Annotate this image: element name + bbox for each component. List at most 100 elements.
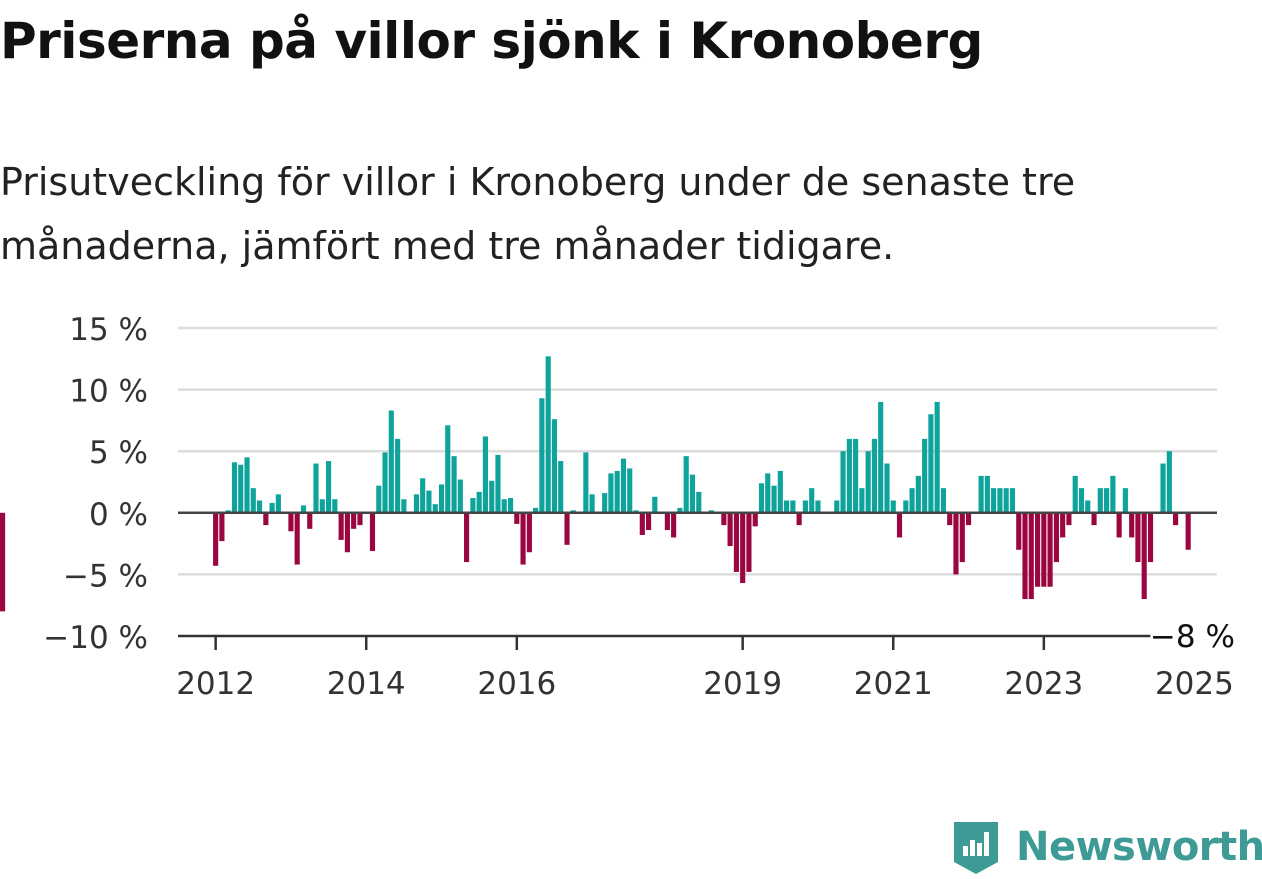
bar <box>664 512 670 531</box>
bar <box>602 493 608 513</box>
bar <box>1053 512 1059 563</box>
bar <box>533 507 539 513</box>
bar <box>495 454 501 513</box>
bar <box>1122 488 1128 513</box>
bar <box>846 438 852 513</box>
bar <box>890 500 896 513</box>
bar <box>1047 512 1053 587</box>
callout-background <box>1150 618 1235 654</box>
newsworthy-logo-icon <box>954 822 998 874</box>
chart-subtitle: Prisutveckling för villor i Kronoberg un… <box>0 160 1076 268</box>
bar <box>369 512 376 551</box>
bar <box>300 505 307 513</box>
bar <box>1141 512 1147 600</box>
bar <box>401 499 407 513</box>
bar <box>959 512 965 563</box>
bar <box>1116 512 1122 538</box>
bar <box>689 474 696 513</box>
bar <box>652 496 658 513</box>
bar <box>219 512 225 542</box>
bar <box>947 512 953 526</box>
bar <box>1147 512 1154 563</box>
bar <box>903 500 909 513</box>
bar <box>382 452 388 513</box>
x-tick-label: 2012 <box>176 666 255 702</box>
bar <box>859 488 865 513</box>
bar <box>1085 500 1091 513</box>
bar <box>884 463 890 513</box>
y-axis-tick-labels: 15 % 10 % 5 % 0 % −5 % −10 % <box>43 312 148 656</box>
bar <box>288 512 294 532</box>
bar <box>332 499 338 513</box>
bar <box>0 512 6 612</box>
bar <box>376 485 382 513</box>
bar <box>250 488 256 513</box>
bar <box>645 512 652 531</box>
bar <box>758 483 765 513</box>
bar <box>319 499 325 513</box>
bar <box>1185 512 1191 550</box>
bar <box>213 512 219 566</box>
bar <box>445 425 451 513</box>
bar <box>765 473 771 513</box>
bar <box>815 500 821 513</box>
bars <box>0 356 1191 612</box>
bar <box>1173 512 1179 526</box>
bar <box>809 488 815 513</box>
x-axis-tick-labels: 2012 2014 2016 2019 2021 2023 2025 <box>176 636 1234 702</box>
bar <box>413 494 420 513</box>
bar <box>451 456 457 513</box>
bar <box>307 512 313 529</box>
bar <box>1166 451 1172 513</box>
x-tick-label: 2014 <box>327 666 406 702</box>
bar <box>1129 512 1135 538</box>
bar <box>558 461 564 513</box>
bar <box>1022 512 1028 600</box>
y-tick-label: 10 % <box>69 374 148 410</box>
bar <box>507 498 514 513</box>
brand-logo: Newsworthy <box>950 818 1262 876</box>
bar <box>231 462 238 513</box>
bar <box>620 458 627 513</box>
bar <box>752 512 758 527</box>
bar <box>1066 512 1072 526</box>
bar <box>733 512 739 572</box>
bar <box>1078 488 1085 513</box>
bar <box>1009 488 1016 513</box>
bar <box>915 475 921 513</box>
bar <box>501 499 507 513</box>
y-tick-label: 0 % <box>89 497 148 533</box>
bar <box>627 468 633 513</box>
callout: −8 % <box>1150 618 1235 655</box>
bar <box>871 438 878 513</box>
bar <box>1060 512 1066 538</box>
bar <box>965 512 972 526</box>
bar <box>853 438 859 513</box>
bar <box>520 512 526 565</box>
brand-name: Newsworthy <box>1016 824 1262 870</box>
bar <box>683 456 689 513</box>
bar <box>928 414 934 513</box>
x-tick-label: 2025 <box>1155 666 1234 702</box>
bar <box>771 485 777 513</box>
y-tick-label: −5 % <box>63 558 148 594</box>
bar <box>438 484 445 513</box>
bar <box>482 436 488 513</box>
bar <box>727 512 733 547</box>
bar <box>1103 488 1110 513</box>
y-tick-label: 5 % <box>89 435 148 471</box>
bar <box>326 461 332 513</box>
bar <box>539 398 545 513</box>
bar <box>740 512 746 584</box>
bar <box>1035 512 1041 587</box>
bar <box>834 500 840 513</box>
bar <box>357 512 363 526</box>
bar <box>909 488 915 513</box>
bar <box>1041 512 1047 587</box>
x-tick-label: 2019 <box>703 666 782 702</box>
bar <box>583 452 589 513</box>
bar <box>470 498 476 513</box>
bar <box>344 512 350 553</box>
bar <box>269 502 275 513</box>
bar <box>934 401 940 513</box>
